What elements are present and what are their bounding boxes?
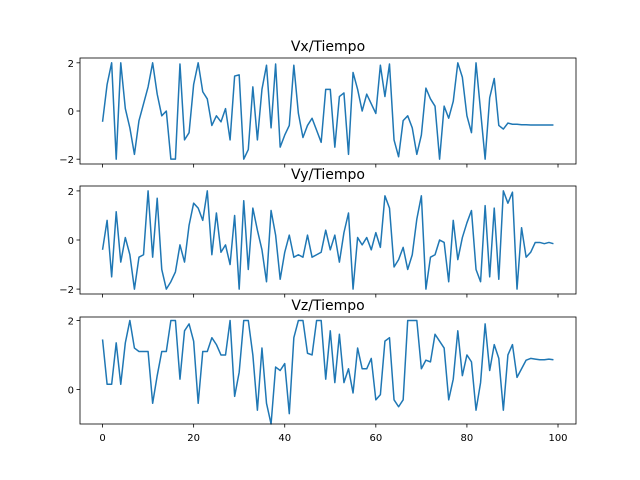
series-line-vx bbox=[101, 62, 554, 160]
ytick-label-vx: −2 bbox=[59, 155, 74, 166]
series-line-vz bbox=[101, 319, 554, 425]
xtick-label-vz: 60 bbox=[369, 433, 382, 444]
title-vz: Vz/Tiempo bbox=[291, 298, 364, 314]
title-vy: Vy/Tiempo bbox=[291, 167, 365, 183]
ytick-label-vy: 2 bbox=[68, 187, 74, 198]
ytick-label-vz: 0 bbox=[68, 385, 74, 396]
xtick-label-vz: 80 bbox=[461, 433, 474, 444]
ytick-label-vx: 2 bbox=[68, 59, 74, 70]
xtick-label-vz: 20 bbox=[187, 433, 200, 444]
axes-frame-vz bbox=[79, 316, 577, 425]
panel-vz: Vz/Tiempo 020 20 40 60 80 100 bbox=[68, 298, 577, 444]
xtick-label-vz: 0 bbox=[99, 433, 105, 444]
ytick-label-vx: 0 bbox=[68, 107, 74, 118]
panel-vy: Vy/Tiempo −2 0 2 bbox=[59, 167, 577, 298]
ytick-label-vz: 2 bbox=[68, 316, 74, 327]
panel-vx: Vx/Tiempo −2 0 2 bbox=[59, 39, 577, 168]
ytick-label-vy: 0 bbox=[68, 236, 74, 247]
ytick-label-vy: −2 bbox=[59, 285, 74, 296]
xtick-label-vz: 40 bbox=[278, 433, 291, 444]
series-line-vy bbox=[101, 190, 554, 290]
xtick-label-vz: 100 bbox=[548, 433, 567, 444]
title-vx: Vx/Tiempo bbox=[291, 39, 365, 55]
